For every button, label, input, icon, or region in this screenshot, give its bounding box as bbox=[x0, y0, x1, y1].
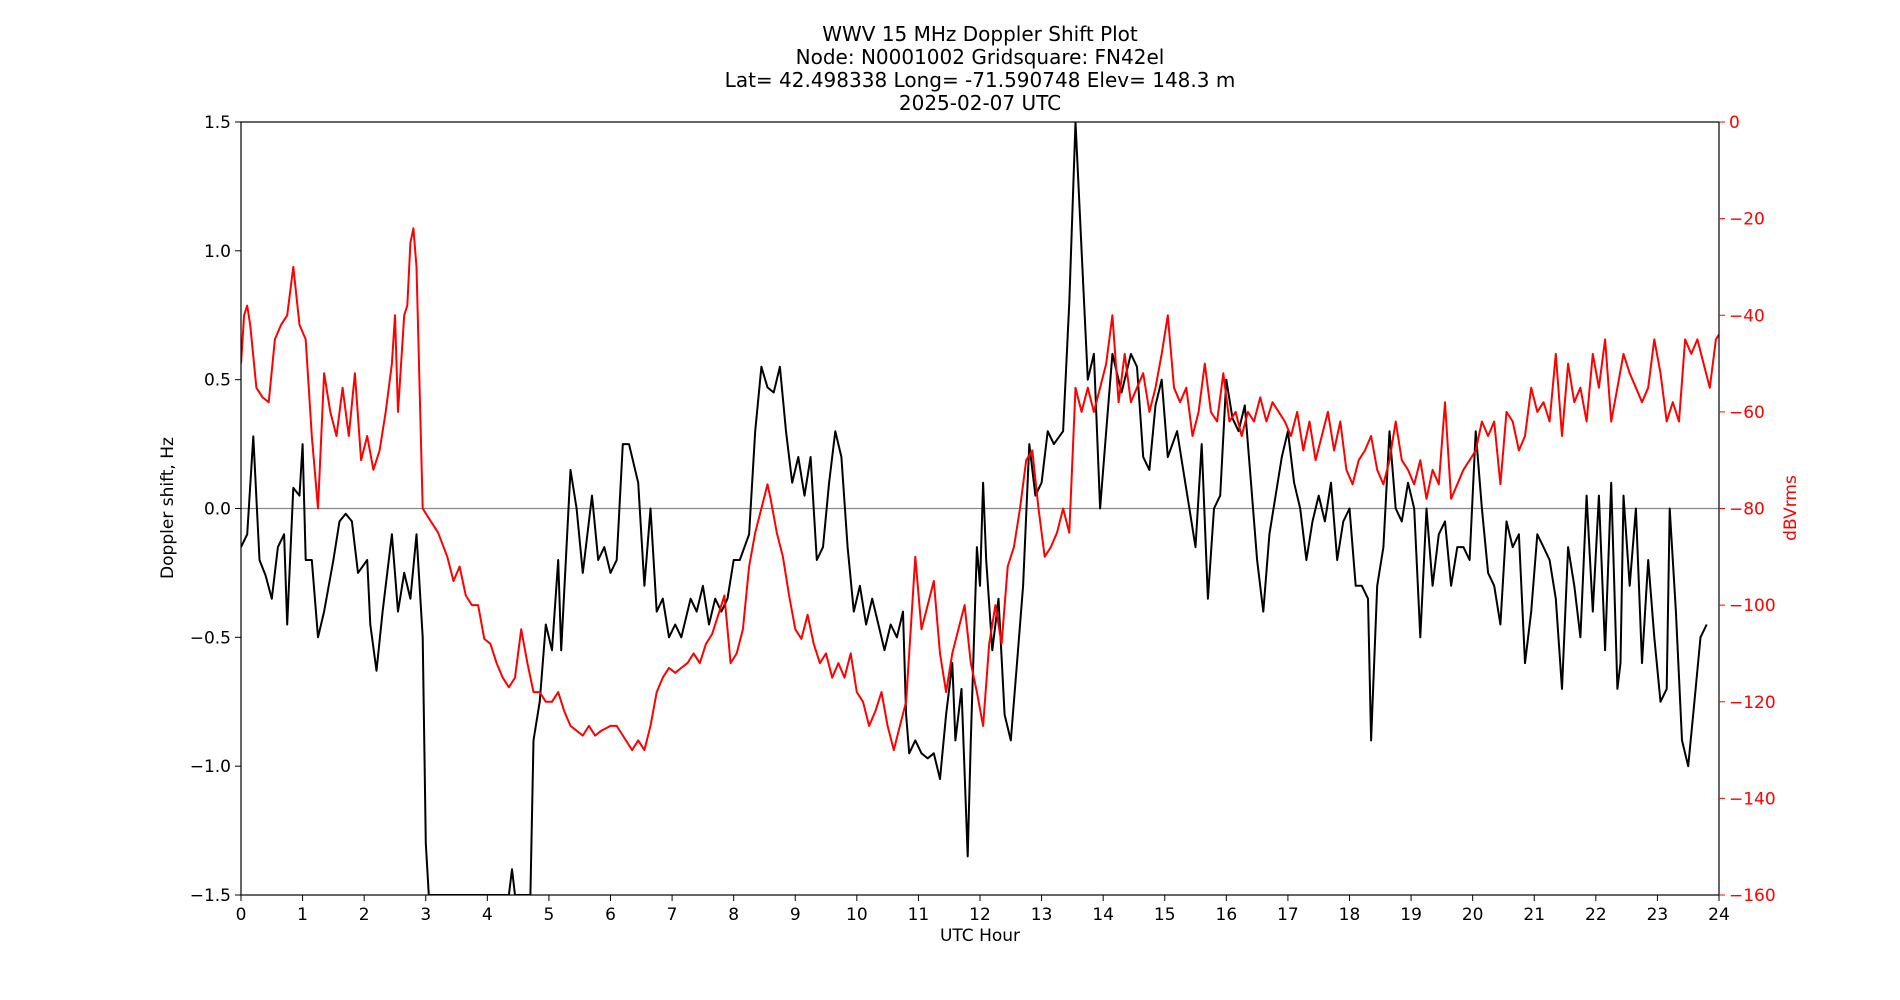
x-tick-label: 11 bbox=[908, 905, 930, 925]
x-tick-label: 6 bbox=[605, 905, 616, 925]
y-right-tick-label: 0 bbox=[1729, 113, 1740, 133]
x-tick-label: 16 bbox=[1216, 905, 1238, 925]
x-tick-label: 2 bbox=[359, 905, 370, 925]
x-tick-label: 22 bbox=[1585, 905, 1607, 925]
y-right-tick-label: −100 bbox=[1729, 596, 1776, 616]
x-tick-label: 7 bbox=[667, 905, 678, 925]
y-left-tick-label: 0.0 bbox=[204, 500, 231, 520]
y-right-tick-label: −160 bbox=[1729, 886, 1776, 906]
y-left-tick-label: 0.5 bbox=[204, 371, 231, 391]
y-left-tick-label: 1.5 bbox=[204, 113, 231, 133]
chart-title-line-3: Lat= 42.498338 Long= -71.590748 Elev= 14… bbox=[725, 68, 1236, 92]
x-tick-label: 14 bbox=[1092, 905, 1114, 925]
x-tick-label: 5 bbox=[544, 905, 555, 925]
power-series-line bbox=[241, 227, 1719, 752]
x-tick-label: 10 bbox=[846, 905, 868, 925]
x-tick-label: 19 bbox=[1400, 905, 1422, 925]
x-tick-label: 12 bbox=[969, 905, 991, 925]
x-tick-label: 4 bbox=[482, 905, 493, 925]
x-tick-label: 21 bbox=[1523, 905, 1545, 925]
chart-title-line-2: Node: N0001002 Gridsquare: FN42el bbox=[796, 45, 1165, 69]
x-tick-label: 3 bbox=[420, 905, 431, 925]
y-right-tick-label: −20 bbox=[1729, 210, 1765, 230]
x-tick-label: 20 bbox=[1462, 905, 1484, 925]
x-tick-label: 0 bbox=[236, 905, 247, 925]
y-right-tick-label: −80 bbox=[1729, 500, 1765, 520]
x-tick-label: 24 bbox=[1708, 905, 1730, 925]
y-right-tick-label: −140 bbox=[1729, 789, 1776, 809]
x-tick-label: 1 bbox=[297, 905, 308, 925]
x-tick-label: 8 bbox=[728, 905, 739, 925]
x-tick-label: 17 bbox=[1277, 905, 1299, 925]
y-left-tick-label: −1.0 bbox=[190, 757, 231, 777]
y-right-tick-label: −120 bbox=[1729, 693, 1776, 713]
chart-title-line-1: WWV 15 MHz Doppler Shift Plot bbox=[822, 22, 1138, 46]
y-left-tick-label: 1.0 bbox=[204, 242, 231, 262]
y-left-tick-label: −1.5 bbox=[190, 886, 231, 906]
chart-title: WWV 15 MHz Doppler Shift Plot Node: N000… bbox=[725, 22, 1236, 115]
x-tick-label: 15 bbox=[1154, 905, 1176, 925]
y-right-axis-label: dBVrms bbox=[1781, 475, 1801, 541]
x-tick-label: 9 bbox=[790, 905, 801, 925]
x-tick-label: 13 bbox=[1031, 905, 1053, 925]
x-tick-label: 18 bbox=[1339, 905, 1361, 925]
y-right-tick-label: −40 bbox=[1729, 306, 1765, 326]
y-right-tick-label: −60 bbox=[1729, 403, 1765, 423]
x-tick-label: 23 bbox=[1647, 905, 1669, 925]
doppler-series-line bbox=[241, 122, 1708, 895]
y-left-axis-label: Doppler shift, Hz bbox=[158, 437, 178, 579]
chart-title-line-4: 2025-02-07 UTC bbox=[899, 91, 1061, 115]
x-axis-label: UTC Hour bbox=[940, 926, 1020, 946]
y-left-tick-label: −0.5 bbox=[190, 628, 231, 648]
